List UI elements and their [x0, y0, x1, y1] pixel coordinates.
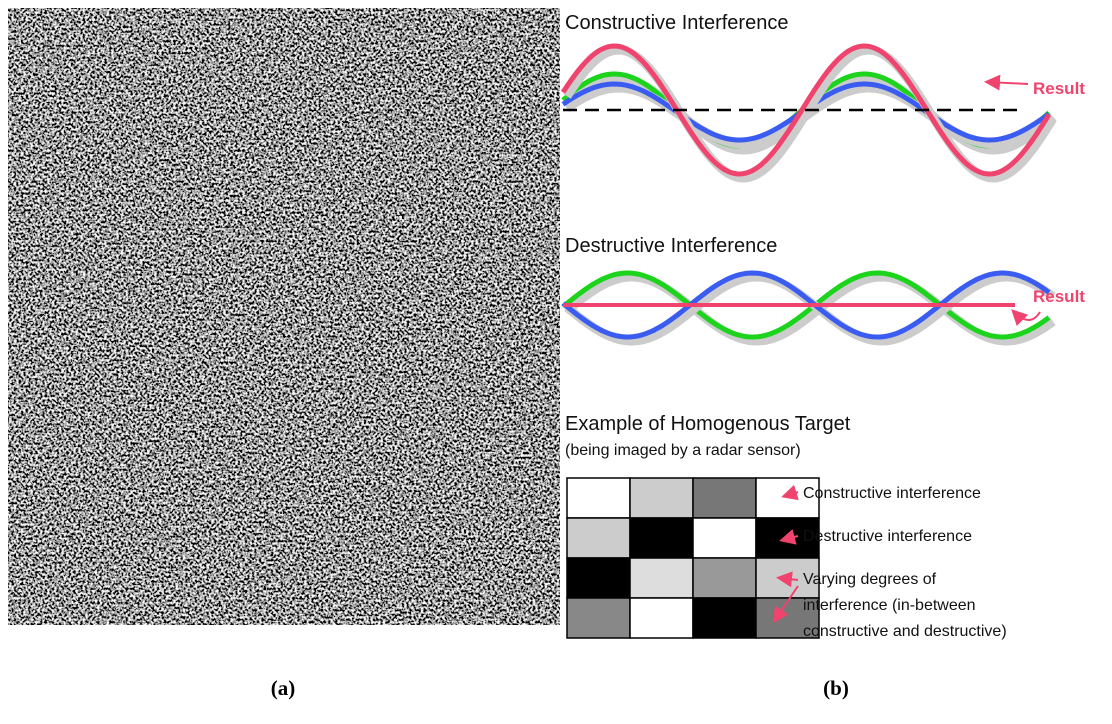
annotation: Destructive interference — [803, 528, 972, 545]
panel-label: (b) — [823, 676, 849, 700]
result-label: Result — [1033, 79, 1085, 98]
section-title: Example of Homogenous Target — [565, 413, 851, 435]
wave — [567, 50, 1053, 178]
speckle-noise — [8, 8, 560, 625]
arrow — [988, 82, 1028, 84]
annotation: constructive and destructive) — [803, 623, 1007, 640]
result-label: Result — [1033, 287, 1085, 306]
annotation: Constructive interference — [803, 485, 981, 502]
section-title: Destructive Interference — [565, 235, 777, 257]
arrow — [1014, 312, 1040, 320]
annotation: Varying degrees of — [803, 571, 937, 588]
constructive-waves — [563, 46, 1053, 178]
figure: (a) (b) Constructive Interference Result… — [0, 0, 1112, 724]
section-subtitle: (being imaged by a radar sensor) — [565, 442, 801, 459]
annotation: interference (in-between — [803, 597, 976, 614]
panel-label: (a) — [271, 676, 296, 700]
section-title: Constructive Interference — [565, 12, 788, 34]
target-grid — [567, 478, 819, 638]
